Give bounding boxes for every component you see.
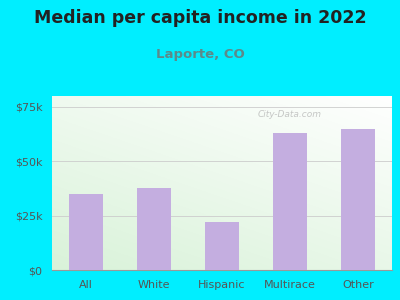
Bar <box>137 188 171 270</box>
Bar <box>205 222 239 270</box>
Bar <box>341 129 375 270</box>
Bar <box>69 194 103 270</box>
Bar <box>273 133 307 270</box>
Text: Median per capita income in 2022: Median per capita income in 2022 <box>34 9 366 27</box>
Text: City-Data.com: City-Data.com <box>258 110 322 119</box>
Text: Laporte, CO: Laporte, CO <box>156 48 244 61</box>
